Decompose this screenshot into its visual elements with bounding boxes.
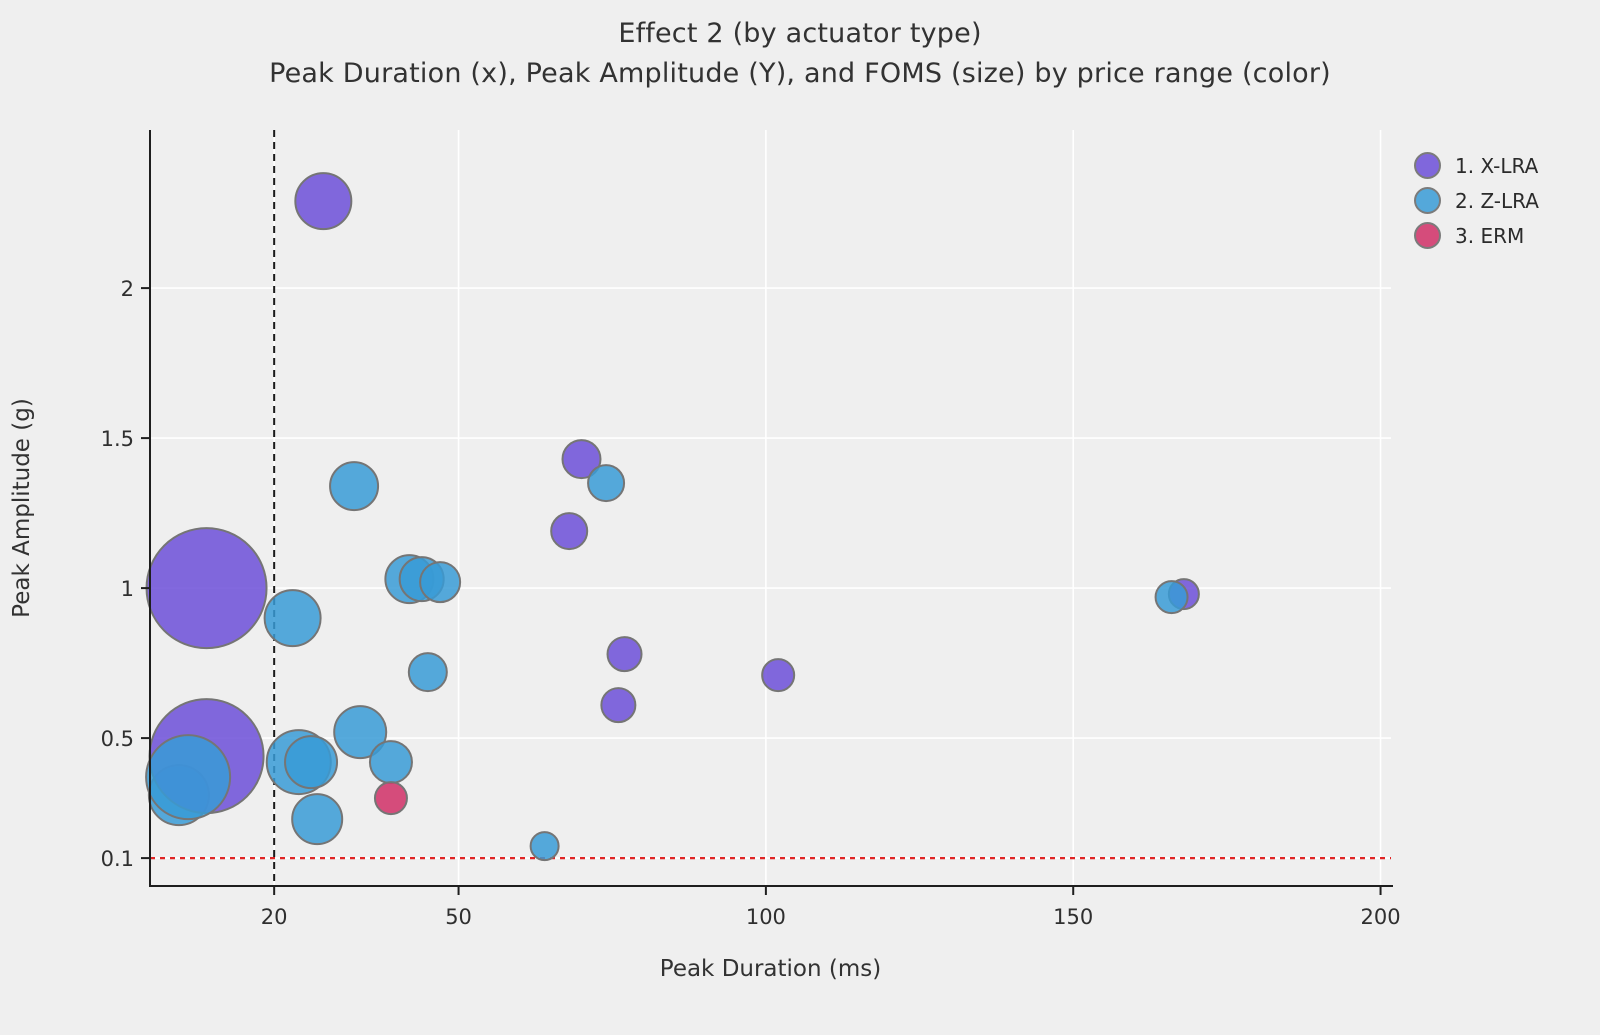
- bubble-xlra[interactable]: [761, 658, 796, 693]
- bubble-xlra[interactable]: [600, 687, 637, 724]
- legend: 1. X-LRA 2. Z-LRA 3. ERM: [1414, 148, 1539, 253]
- x-tick-label: 20: [261, 905, 288, 929]
- bubble-zlra[interactable]: [263, 589, 322, 648]
- y-tick-label: 0.5: [101, 727, 134, 751]
- legend-item-label: 2. Z-LRA: [1455, 188, 1539, 213]
- bubble-xlra[interactable]: [561, 439, 602, 480]
- bubble-xlra[interactable]: [294, 172, 353, 231]
- y-tick-label: 2: [121, 277, 134, 301]
- y-tick-label: 1.5: [101, 427, 134, 451]
- chart-title: Effect 2 (by actuator type): [618, 18, 982, 49]
- x-axis-title: Peak Duration (ms): [659, 956, 882, 982]
- bubble-zlra[interactable]: [587, 464, 626, 503]
- bubble-zlra[interactable]: [284, 735, 339, 790]
- x-tick-label: 200: [1361, 905, 1401, 929]
- bubble-zlra[interactable]: [333, 705, 388, 760]
- bubble-xlra[interactable]: [606, 636, 643, 673]
- x-tick-label: 150: [1053, 905, 1093, 929]
- bubble-zlra[interactable]: [1154, 580, 1189, 615]
- legend-item-zlra[interactable]: 2. Z-LRA: [1414, 183, 1539, 218]
- x-tick-label: 50: [445, 905, 472, 929]
- bubble-zlra[interactable]: [329, 461, 380, 512]
- bubble-zlra[interactable]: [145, 734, 232, 821]
- bubble-zlra[interactable]: [407, 652, 448, 693]
- chart-subtitle: Peak Duration (x), Peak Amplitude (Y), a…: [269, 58, 1331, 89]
- bubble-erm[interactable]: [373, 781, 408, 816]
- bubble-xlra[interactable]: [550, 512, 589, 551]
- bubble-zlra[interactable]: [419, 561, 462, 604]
- bubble-zlra[interactable]: [368, 740, 413, 785]
- legend-item-xlra[interactable]: 1. X-LRA: [1414, 148, 1539, 183]
- y-tick-label: 0.1: [101, 847, 134, 871]
- legend-swatch: [1414, 187, 1441, 214]
- legend-item-label: 3. ERM: [1455, 223, 1525, 248]
- legend-item-label: 1. X-LRA: [1455, 153, 1539, 178]
- y-tick-label: 1: [121, 577, 134, 601]
- legend-swatch: [1414, 152, 1441, 179]
- legend-item-erm[interactable]: 3. ERM: [1414, 218, 1539, 253]
- legend-swatch: [1414, 222, 1441, 249]
- bubble-xlra[interactable]: [145, 527, 268, 650]
- x-tick-label: 100: [746, 905, 786, 929]
- bubble-zlra[interactable]: [529, 831, 560, 862]
- bubble-zlra[interactable]: [291, 793, 344, 846]
